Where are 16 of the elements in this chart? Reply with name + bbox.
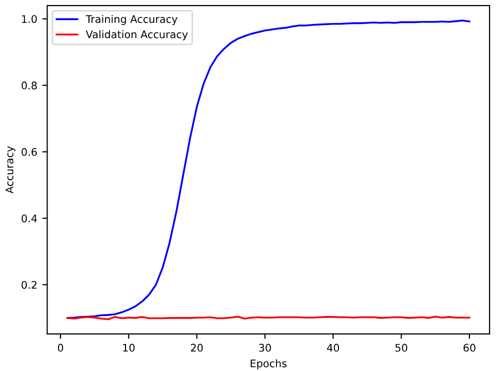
y-tick-label: 1.0	[22, 15, 37, 23]
y-tick-label: 0.8	[22, 82, 37, 90]
legend-label: Training Accuracy	[86, 14, 178, 26]
x-axis-title: Epochs	[250, 359, 287, 370]
y-axis-title: Accuracy	[6, 146, 16, 194]
y-tick-label: 0.6	[22, 148, 37, 156]
x-tick-label: 40	[327, 344, 340, 352]
x-tick-label: 10	[123, 344, 135, 352]
x-tick-label: 30	[259, 344, 271, 352]
x-tick-label: 50	[395, 344, 408, 352]
x-tick-label: 0	[58, 344, 64, 352]
x-tick-label: 20	[190, 344, 203, 352]
legend-label: Validation Accuracy	[86, 30, 188, 40]
x-tick-label: 60	[464, 344, 476, 352]
y-tick-label: 0.2	[22, 280, 36, 289]
y-tick-label: 0.4	[22, 214, 37, 222]
